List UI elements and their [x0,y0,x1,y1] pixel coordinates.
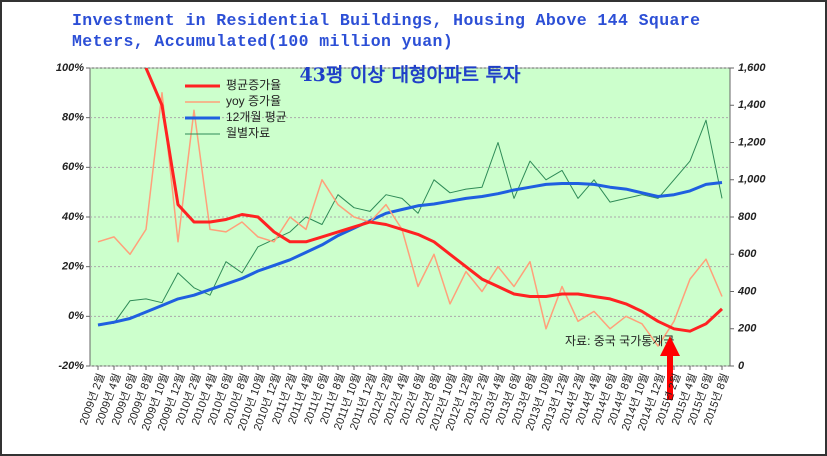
series-line [97,181,723,327]
y-tick-label: 20% [61,261,84,273]
legend-label: 12개월 평균 [226,110,287,124]
y-tick-label: 100% [56,62,84,74]
y2-tick-label: 800 [738,211,757,223]
legend-label: 평균증가율 [226,78,281,92]
chart-subtitle: 43평 이상 대형아파트 투자 [299,64,521,86]
y-tick-label: 0% [68,310,84,322]
y-tick-label: 40% [61,211,84,223]
legend-label: yoy 증가율 [226,94,281,108]
source-note: 자료: 중국 국가통계국 [565,334,674,348]
y2-tick-label: 0 [738,360,745,372]
legend-label: 월별자료 [226,126,270,140]
y2-tick-label: 400 [737,285,757,297]
arrow-head [660,336,680,356]
y2-tick-label: 1,200 [738,136,766,148]
series-line [97,92,723,347]
y-tick-label: 80% [62,112,84,124]
chart-title: Investment in Residential Buildings, Hou… [72,11,701,51]
y2-tick-label: 1,400 [738,99,766,111]
y-tick-label: 60% [62,161,84,173]
y2-tick-label: 200 [737,323,757,335]
series-line [144,68,724,333]
y2-tick-label: 1,000 [738,174,766,186]
y2-tick-label: 600 [738,248,757,260]
y-tick-label: -20% [58,360,84,372]
y2-tick-label: 1,600 [738,62,766,74]
